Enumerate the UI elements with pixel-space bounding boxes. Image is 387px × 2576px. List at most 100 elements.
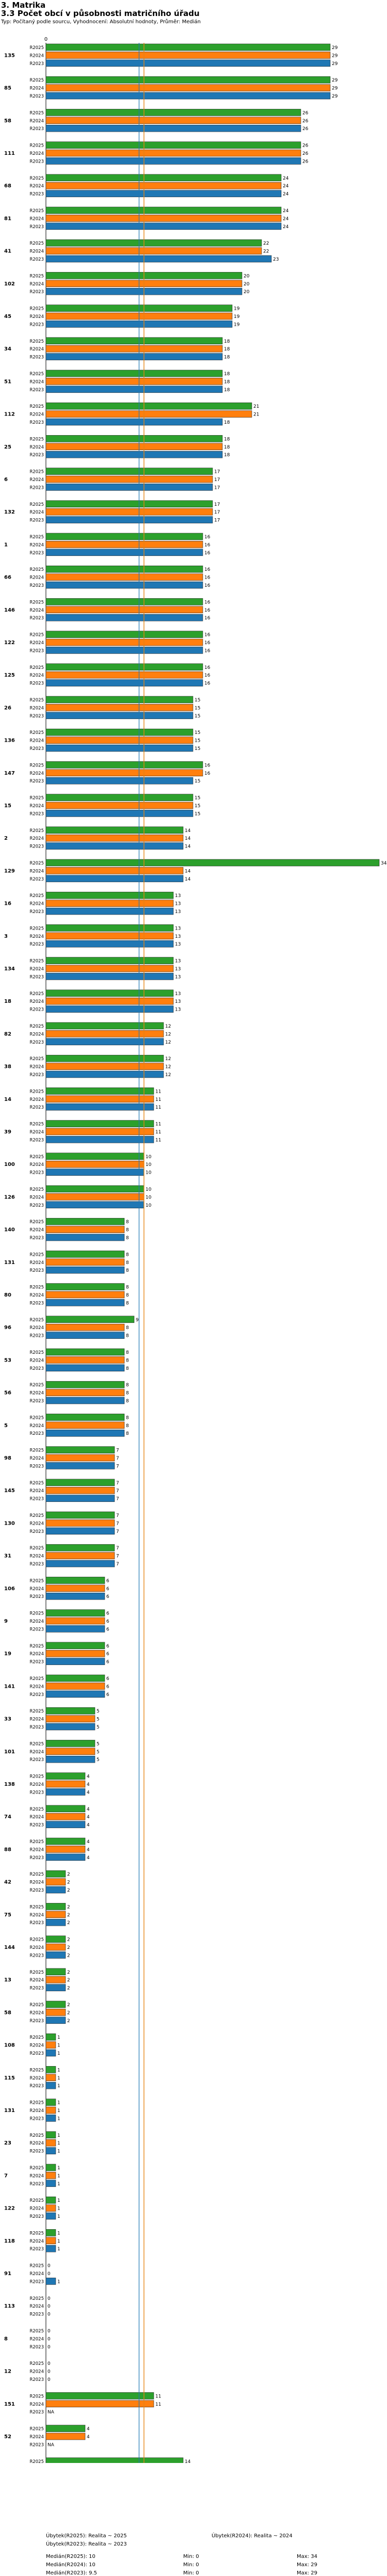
series-label: R2025 [29,404,44,409]
bar-value-label: 24 [283,216,289,221]
series-label: R2025 [29,698,44,703]
bar-value-label: 15 [195,746,200,751]
series-label: R2024 [29,1195,44,1200]
series-label: R2023 [29,2116,44,2121]
bar-value-label: 17 [214,470,220,475]
bar [45,1821,86,1828]
category-label: 53 [4,1357,11,1363]
series-label: R2024 [29,2304,44,2309]
series-label: R2024 [29,1521,44,1526]
series-label: R2025 [29,1741,44,1747]
bar-value-label: 8 [126,1301,129,1306]
series-label: R2025 [29,470,44,475]
bar [45,174,282,182]
bar [45,1951,66,1959]
series-label: R2025 [29,1122,44,1127]
bar [45,1772,86,1780]
bar-value-label: 0 [47,2264,51,2269]
bar-value-label: 2 [67,1905,70,1910]
category-label: 81 [4,216,11,221]
series-label: R2024 [29,119,44,124]
bar [45,255,272,263]
bar-value-label: 0 [47,2312,51,2317]
bar [45,965,174,972]
bar [45,1805,86,1813]
category-label: 52 [4,2434,11,2440]
bar-value-label: 12 [165,1040,171,1045]
bar [45,2457,184,2463]
category-label: 130 [4,1521,15,1526]
bar [45,378,223,385]
bar-value-label: 12 [165,1024,171,1029]
bar [45,704,194,711]
series-label: R2023 [29,1855,44,1861]
category-label: 91 [4,2271,11,2277]
bar [45,2139,56,2147]
bar [45,124,301,132]
category-label: 26 [4,705,11,711]
category-label: 129 [4,868,15,874]
bar [45,2074,56,2082]
series-label: R2024 [29,1913,44,1918]
bar-value-label: 4 [87,1782,90,1787]
bar [45,337,223,345]
bar [45,2009,66,2016]
bar [45,663,203,671]
bar-value-label: 10 [146,1195,152,1200]
category-label: 115 [4,2075,15,2081]
series-label: R2025 [29,437,44,442]
series-label: R2025 [29,78,44,83]
page-title: 3.3 Počet obcí v působnosti matričního ú… [1,9,200,18]
bar [45,1748,95,1755]
bar-value-label: 16 [204,575,211,581]
series-label: R2023 [29,1431,44,1436]
bar [45,2082,56,2089]
bar-value-label: 16 [204,551,211,556]
bar-value-label: 7 [116,1562,119,1567]
bar-value-label: 16 [204,681,211,686]
series-label: R2023 [29,1529,44,1534]
bar [45,443,223,451]
bar [45,1389,125,1396]
bar-value-label: 11 [155,2402,161,2407]
bar-value-label: 0 [47,2304,51,2309]
bar-value-label: 1 [57,2076,60,2081]
series-label: R2025 [29,1252,44,1257]
bar-value-label: 4 [87,1823,90,1828]
category-label: 16 [4,901,11,907]
series-label: R2023 [29,2214,44,2219]
min-stat: Min: 0 [183,2562,199,2568]
bar-value-label: 15 [195,796,200,801]
bar-value-label: 18 [224,388,230,393]
bar-value-label: 6 [106,1578,109,1583]
category-label: 31 [4,1554,11,1559]
bar-value-label: 8 [126,1268,129,1273]
bar [45,1690,105,1698]
series-label: R2023 [29,2279,44,2284]
bar-value-label: 2 [67,1880,70,1885]
series-label: R2024 [29,706,44,711]
series-label: R2023 [29,1301,44,1306]
bar [45,631,203,638]
category-label: 100 [4,1162,15,1167]
bar-value-label: 6 [106,1652,109,1657]
series-label: R2024 [29,1032,44,1037]
bar-value-label: 13 [175,926,181,931]
bar [45,1005,174,1013]
bar [45,1103,154,1111]
series-label: R2025 [29,2231,44,2236]
max-stat: Max: 29 [297,2562,317,2568]
series-label: R2023 [29,485,44,490]
bar [45,541,203,548]
bar [45,598,203,605]
bar [45,1788,86,1796]
series-label: R2024 [29,2435,44,2440]
series-label: R2023 [29,714,44,719]
bar-value-label: 1 [57,2101,60,2106]
bar-value-label: 11 [155,1130,161,1135]
category-label: 75 [4,1912,11,1918]
category-label: 12 [4,2369,11,2375]
series-label: R2024 [29,1097,44,1102]
bar [45,2115,56,2122]
bar [45,2049,56,2057]
